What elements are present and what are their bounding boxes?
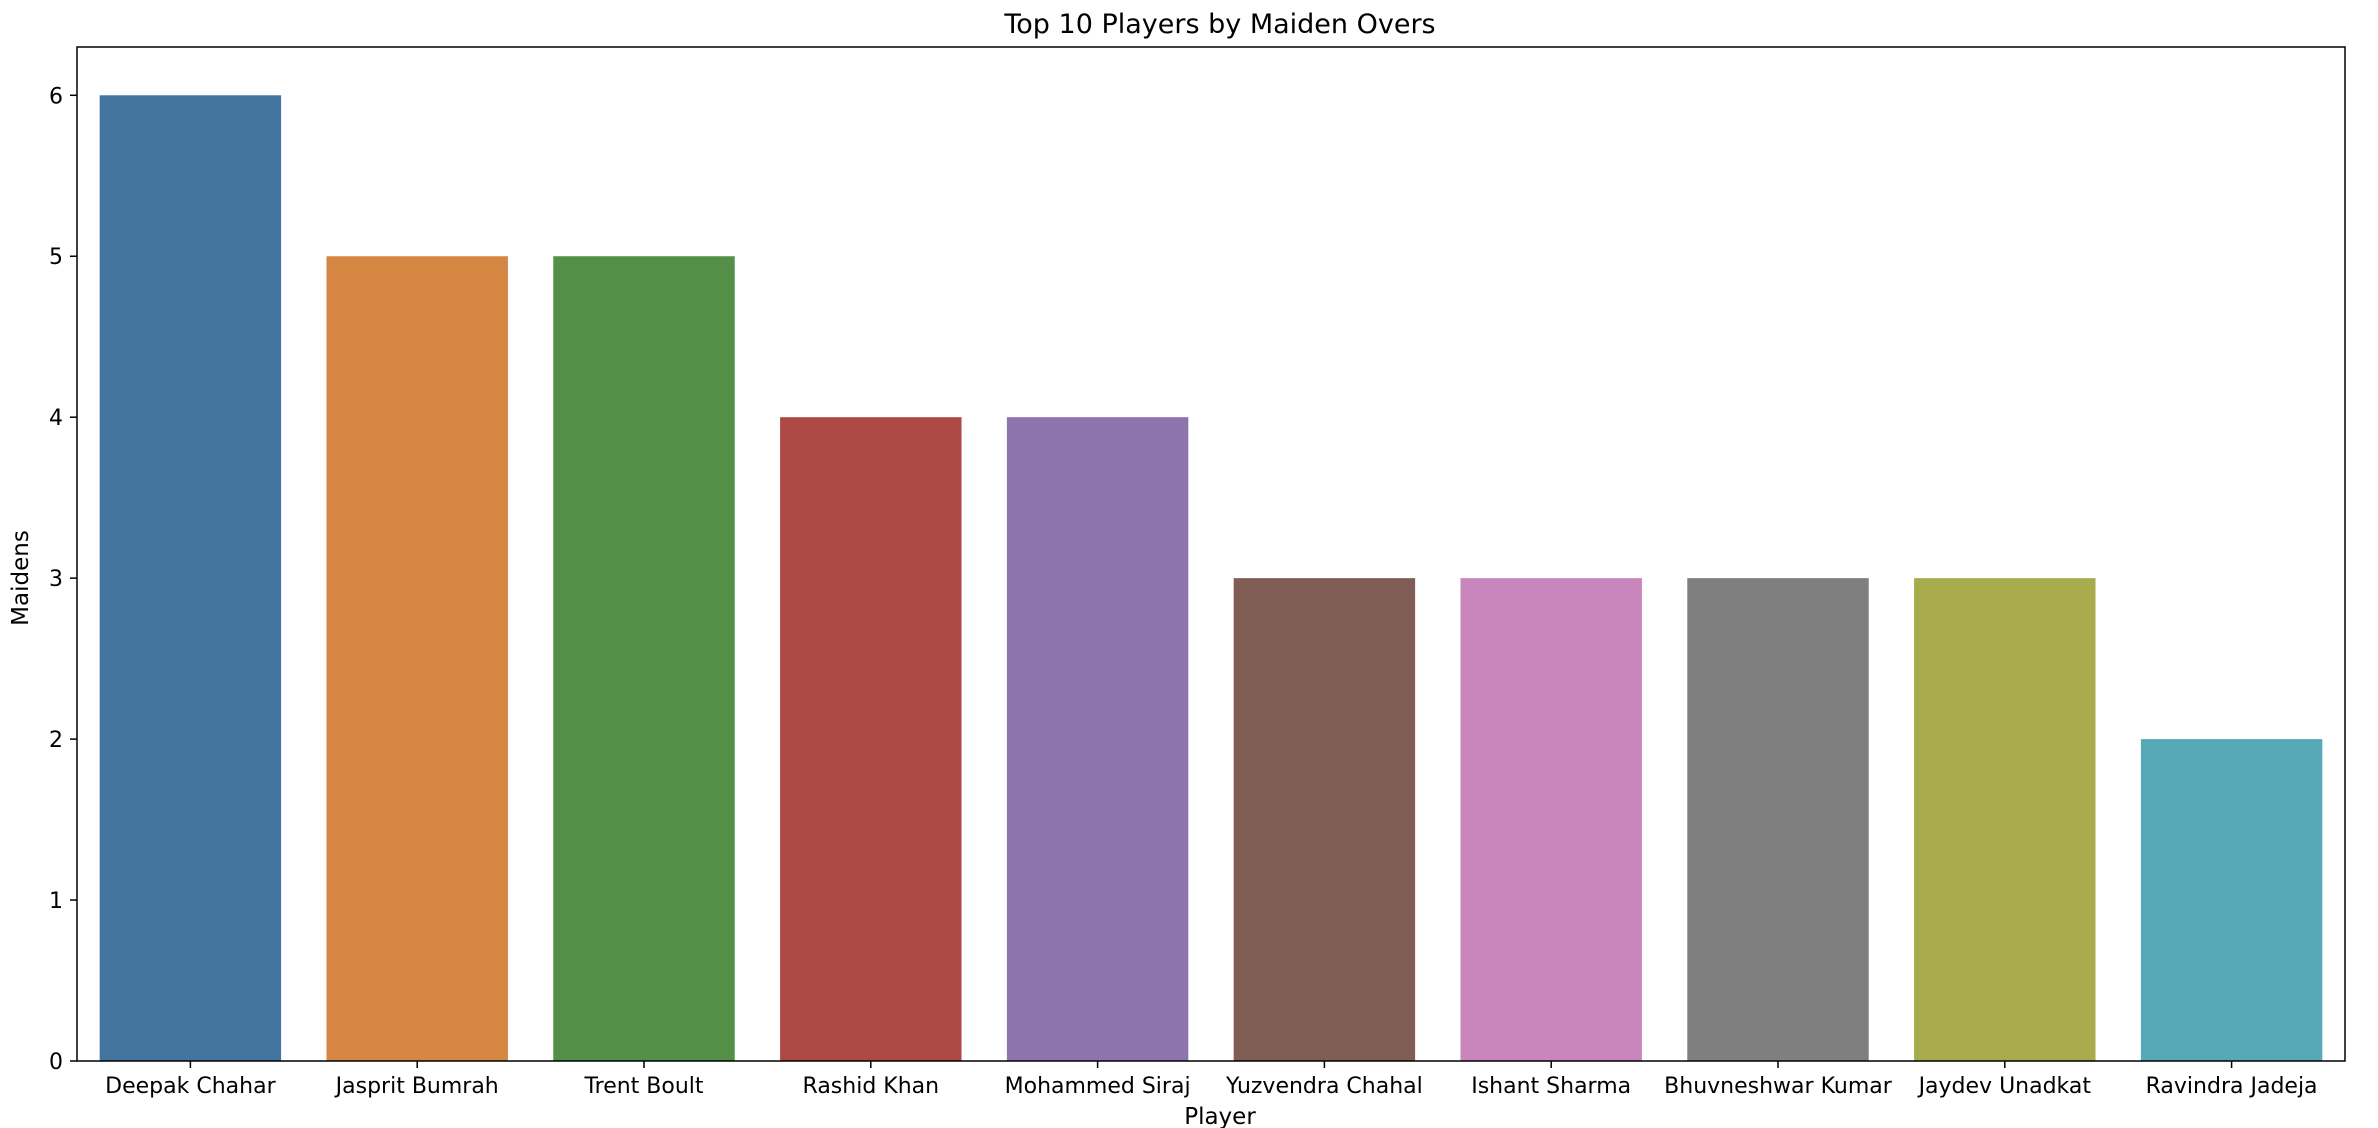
bar-jaydev-unadkat — [1914, 578, 2096, 1061]
y-axis-label: Maidens — [8, 530, 34, 626]
bar-ravindra-jadeja — [2140, 739, 2323, 1061]
y-tick-label: 4 — [49, 406, 63, 431]
bar-deepak-chahar — [99, 95, 282, 1062]
x-tick-label: Yuzvendra Chahal — [1225, 1074, 1423, 1099]
x-tick-label: Ishant Sharma — [1471, 1074, 1631, 1099]
bar-jasprit-bumrah — [326, 256, 508, 1061]
y-tick-label: 5 — [49, 245, 63, 270]
x-tick-label: Ravindra Jadeja — [2146, 1074, 2318, 1099]
y-axis-ticks: 0 1 2 3 4 5 6 — [49, 84, 77, 1075]
x-tick-label: Trent Boult — [583, 1074, 703, 1099]
x-tick-label: Mohammed Siraj — [1005, 1074, 1191, 1099]
plot-area-frame — [76, 46, 2346, 1062]
bar-trent-boult — [553, 256, 735, 1061]
y-tick-label: 0 — [49, 1050, 63, 1075]
bars-group — [99, 95, 2323, 1062]
x-tick-label: Jaydev Unadkat — [1917, 1074, 2092, 1099]
x-tick-label: Rashid Khan — [803, 1074, 940, 1099]
y-tick-label: 2 — [49, 728, 63, 753]
bar-rashid-khan — [780, 417, 962, 1061]
y-tick-label: 1 — [49, 889, 63, 914]
bar-ishant-sharma — [1460, 578, 1642, 1061]
y-tick-label: 6 — [49, 84, 63, 109]
x-tick-label: Jasprit Bumrah — [334, 1074, 499, 1099]
chart-title: Top 10 Players by Maiden Overs — [1003, 9, 1435, 40]
bar-mohammed-siraj — [1006, 417, 1189, 1061]
x-tick-label: Deepak Chahar — [105, 1074, 276, 1099]
bar-yuzvendra-chahal — [1233, 578, 1416, 1061]
x-tick-label: Bhuvneshwar Kumar — [1664, 1074, 1893, 1099]
y-tick-label: 3 — [49, 567, 63, 592]
bar-bhuvneshwar-kumar — [1687, 578, 1869, 1061]
x-axis-ticks: Deepak Chahar Jasprit Bumrah Trent Boult Ra… — [105, 1061, 2318, 1099]
x-axis-label: Player — [1184, 1104, 1256, 1128]
